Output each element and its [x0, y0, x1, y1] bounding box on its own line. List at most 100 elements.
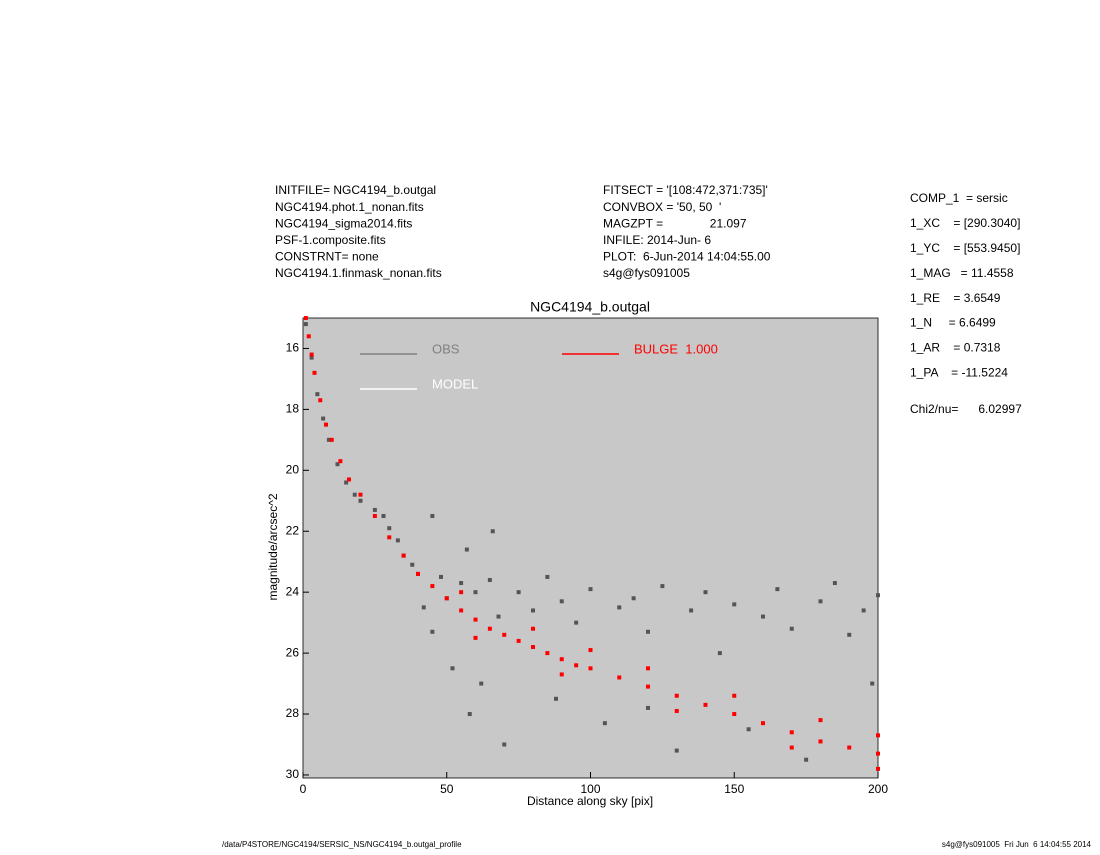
- point: [861, 608, 866, 613]
- point: [646, 666, 650, 671]
- param: 1_YC = [553.9450]: [910, 241, 1020, 255]
- y-tick-label: 28: [286, 706, 300, 720]
- point: [516, 590, 521, 595]
- info-mid: CONVBOX = '50, 50 ': [603, 200, 721, 214]
- point: [487, 626, 492, 631]
- y-tick-label: 24: [286, 584, 300, 598]
- point: [502, 632, 507, 637]
- point: [559, 599, 564, 604]
- info-left: PSF-1.composite.fits: [275, 233, 386, 247]
- point: [876, 593, 880, 598]
- point: [554, 696, 558, 701]
- point: [421, 605, 426, 610]
- point: [732, 712, 737, 717]
- point: [347, 477, 351, 482]
- point: [306, 334, 311, 339]
- point: [574, 663, 579, 668]
- point: [335, 462, 340, 467]
- info-mid: INFILE: 2014-Jun- 6: [603, 233, 711, 247]
- point: [531, 608, 535, 613]
- param: 1_AR = 0.7318: [910, 341, 1001, 355]
- point: [410, 562, 415, 567]
- point: [818, 599, 823, 604]
- point: [490, 529, 495, 534]
- point: [358, 492, 363, 497]
- point: [789, 745, 794, 750]
- point: [847, 632, 852, 637]
- point: [309, 355, 314, 360]
- point: [617, 675, 622, 680]
- x-tick-label: 100: [580, 782, 600, 796]
- point: [775, 587, 780, 592]
- point: [387, 526, 392, 531]
- point: [660, 584, 665, 589]
- point: [617, 605, 622, 610]
- info-mid: s4g@fys091005: [603, 266, 690, 280]
- point: [315, 392, 320, 397]
- point: [588, 587, 593, 592]
- point: [732, 602, 737, 607]
- point: [439, 574, 443, 579]
- point: [321, 416, 326, 421]
- point: [372, 507, 377, 512]
- point: [531, 626, 535, 631]
- point: [646, 705, 650, 710]
- point: [761, 614, 765, 619]
- point: [703, 702, 708, 707]
- legend-label: MODEL: [432, 376, 478, 391]
- y-tick-label: 18: [286, 402, 300, 416]
- point: [818, 718, 823, 723]
- info-left: NGC4194.1.finmask_nonan.fits: [275, 266, 442, 280]
- point: [689, 608, 694, 613]
- point: [303, 322, 308, 327]
- point: [602, 721, 607, 726]
- legend-label: BULGE 1.000: [634, 341, 718, 356]
- point: [473, 635, 478, 640]
- y-tick-label: 22: [286, 523, 300, 537]
- x-tick-label: 200: [868, 782, 888, 796]
- footer-right: s4g@fys091005 Fri Jun 6 14:04:55 2014: [942, 840, 1092, 849]
- point: [464, 547, 469, 552]
- point: [674, 693, 679, 698]
- x-tick-label: 50: [440, 782, 454, 796]
- point: [459, 608, 464, 613]
- point: [559, 657, 564, 662]
- point: [467, 712, 472, 717]
- point: [312, 370, 317, 375]
- point: [717, 651, 722, 656]
- point: [416, 571, 420, 576]
- point: [588, 648, 593, 653]
- point: [631, 596, 636, 601]
- point: [318, 398, 323, 403]
- point: [804, 757, 809, 762]
- point: [674, 708, 679, 713]
- point: [324, 422, 328, 427]
- x-axis-label: Distance along sky [pix]: [527, 794, 653, 808]
- point: [559, 672, 564, 677]
- point: [338, 459, 343, 464]
- point: [430, 629, 435, 634]
- point: [473, 590, 478, 595]
- param: 1_XC = [290.3040]: [910, 216, 1020, 230]
- point: [516, 638, 521, 643]
- point: [545, 574, 550, 579]
- point: [703, 590, 708, 595]
- point: [387, 535, 392, 540]
- param: 1_RE = 3.6549: [910, 291, 1001, 305]
- point: [789, 626, 794, 631]
- point: [761, 721, 765, 726]
- point: [326, 437, 331, 442]
- param: 1_MAG = 11.4558: [910, 266, 1014, 280]
- point: [401, 553, 406, 558]
- point: [818, 739, 823, 744]
- point: [444, 596, 449, 601]
- y-tick-label: 16: [286, 341, 300, 355]
- point: [574, 620, 579, 625]
- point: [450, 666, 455, 671]
- point: [870, 681, 875, 686]
- point: [496, 614, 501, 619]
- point: [789, 730, 794, 735]
- legend-label: OBS: [432, 341, 460, 356]
- point: [381, 514, 386, 519]
